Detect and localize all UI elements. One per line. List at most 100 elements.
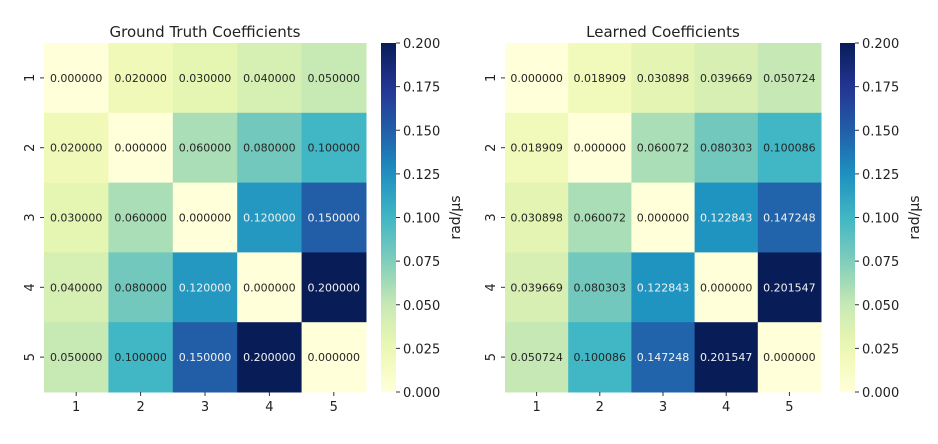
cell-annotation: 0.100000 bbox=[114, 351, 167, 364]
cell-annotation: 0.060000 bbox=[179, 142, 232, 155]
heatmap-cell bbox=[301, 43, 367, 114]
heatmap-cell bbox=[694, 43, 759, 114]
chart-title: Learned Coefficients bbox=[586, 23, 740, 41]
heatmap-cell bbox=[172, 182, 238, 253]
cell-annotation: 0.060000 bbox=[114, 212, 167, 225]
cell-annotation: 0.200000 bbox=[243, 351, 296, 364]
y-tick-label: 5 bbox=[23, 353, 38, 361]
colorbar-tick-label: 0.025 bbox=[403, 342, 440, 357]
chart-title: Ground Truth Coefficients bbox=[110, 23, 301, 41]
colorbar-tick-label: 0.000 bbox=[862, 386, 899, 401]
heatmap-cell bbox=[301, 182, 367, 253]
heatmap-cell bbox=[108, 43, 174, 114]
heatmap-cell bbox=[172, 322, 238, 393]
cell-annotation: 0.080303 bbox=[700, 142, 753, 155]
cell-annotation: 0.120000 bbox=[243, 212, 296, 225]
cell-annotation: 0.030898 bbox=[637, 72, 690, 85]
cell-annotation: 0.030000 bbox=[179, 72, 232, 85]
cell-annotation: 0.000000 bbox=[50, 72, 103, 85]
heatmap-cell bbox=[108, 322, 174, 393]
cell-annotation: 0.050000 bbox=[50, 351, 103, 364]
x-tick-label: 5 bbox=[330, 400, 338, 415]
heatmap-cell bbox=[505, 322, 569, 393]
cell-annotation: 0.030000 bbox=[50, 212, 103, 225]
x-tick-label: 4 bbox=[265, 400, 273, 415]
y-tick-label: 3 bbox=[23, 213, 38, 221]
x-tick-label: 3 bbox=[659, 400, 667, 415]
colorbar-tick-label: 0.075 bbox=[403, 255, 440, 270]
cell-annotation: 0.018909 bbox=[574, 72, 627, 85]
cell-annotation: 0.060072 bbox=[637, 142, 690, 155]
cell-annotation: 0.000000 bbox=[308, 351, 361, 364]
heatmap-cell bbox=[631, 43, 696, 114]
heatmap-cell bbox=[44, 112, 109, 184]
cell-annotation: 0.200000 bbox=[308, 281, 361, 294]
cell-annotation: 0.050724 bbox=[510, 351, 563, 364]
heatmap-cell bbox=[505, 182, 569, 253]
colorbar-tick-label: 0.100 bbox=[862, 212, 899, 227]
heatmap-cell bbox=[757, 252, 822, 323]
colorbar-tick-label: 0.150 bbox=[862, 124, 899, 139]
colorbar-tick-label: 0.075 bbox=[862, 255, 899, 270]
x-tick-label: 3 bbox=[201, 400, 209, 415]
cell-annotation: 0.201547 bbox=[763, 281, 816, 294]
cell-annotation: 0.120000 bbox=[179, 281, 232, 294]
heatmap-cell bbox=[631, 252, 696, 323]
cell-annotation: 0.020000 bbox=[114, 72, 167, 85]
cell-annotation: 0.080000 bbox=[243, 142, 296, 155]
heatmap-cell bbox=[301, 112, 367, 184]
y-tick-label: 4 bbox=[484, 283, 499, 291]
cell-annotation: 0.050724 bbox=[763, 72, 816, 85]
cell-annotation: 0.147248 bbox=[637, 351, 690, 364]
heatmap-cell bbox=[568, 182, 632, 253]
heatmap-cell bbox=[757, 322, 822, 393]
heatmap-cell bbox=[172, 43, 238, 114]
colorbar-tick-label: 0.100 bbox=[403, 212, 440, 227]
colorbar-label: rad/μs bbox=[448, 195, 464, 239]
heatmap-cell bbox=[568, 252, 632, 323]
cell-annotation: 0.000000 bbox=[763, 351, 816, 364]
heatmap-cell bbox=[108, 182, 174, 253]
x-tick-label: 5 bbox=[785, 400, 793, 415]
y-tick-label: 3 bbox=[484, 213, 499, 221]
cell-annotation: 0.100000 bbox=[308, 142, 361, 155]
heatmap-cell bbox=[44, 182, 109, 253]
cell-annotation: 0.122843 bbox=[637, 281, 690, 294]
heatmap-cell bbox=[631, 322, 696, 393]
colorbar-tick-label: 0.125 bbox=[862, 168, 899, 183]
cell-annotation: 0.147248 bbox=[763, 212, 816, 225]
cell-annotation: 0.201547 bbox=[700, 351, 753, 364]
cell-annotation: 0.150000 bbox=[308, 212, 361, 225]
y-tick-label: 5 bbox=[484, 353, 499, 361]
cell-annotation: 0.040000 bbox=[50, 281, 103, 294]
heatmap-cell bbox=[237, 112, 303, 184]
heatmap-cell bbox=[694, 112, 759, 184]
colorbar-tick-label: 0.200 bbox=[403, 37, 440, 52]
heatmap-cell bbox=[631, 182, 696, 253]
cell-annotation: 0.030898 bbox=[510, 212, 563, 225]
cell-annotation: 0.100086 bbox=[574, 351, 627, 364]
cell-annotation: 0.080000 bbox=[114, 281, 167, 294]
cell-annotation: 0.000000 bbox=[114, 142, 167, 155]
cell-annotation: 0.100086 bbox=[763, 142, 816, 155]
heatmap-panel-2: Learned Coefficients 0.000000 0.018909 0.03… bbox=[484, 23, 923, 415]
colorbar-tick-label: 0.175 bbox=[403, 81, 440, 96]
heatmap-cell bbox=[44, 43, 109, 114]
heatmap-cell bbox=[694, 182, 759, 253]
heatmap-panel-1: Ground Truth Coefficients 0.000000 0.02000… bbox=[23, 23, 464, 415]
heatmap-cell bbox=[568, 43, 632, 114]
heatmap-cell bbox=[568, 112, 632, 184]
colorbar-tick-label: 0.050 bbox=[862, 299, 899, 314]
y-tick-label: 1 bbox=[23, 74, 38, 82]
x-tick-label: 2 bbox=[596, 400, 604, 415]
colorbar-tick-label: 0.150 bbox=[403, 124, 440, 139]
y-tick-label: 2 bbox=[23, 144, 38, 152]
y-tick-label: 4 bbox=[23, 283, 38, 291]
colorbar-tick-label: 0.125 bbox=[403, 168, 440, 183]
heatmap-cell bbox=[44, 322, 109, 393]
heatmap-cell bbox=[505, 252, 569, 323]
heatmap-cell bbox=[757, 43, 822, 114]
y-tick-label: 2 bbox=[484, 144, 499, 152]
colorbar-tick-label: 0.175 bbox=[862, 81, 899, 96]
